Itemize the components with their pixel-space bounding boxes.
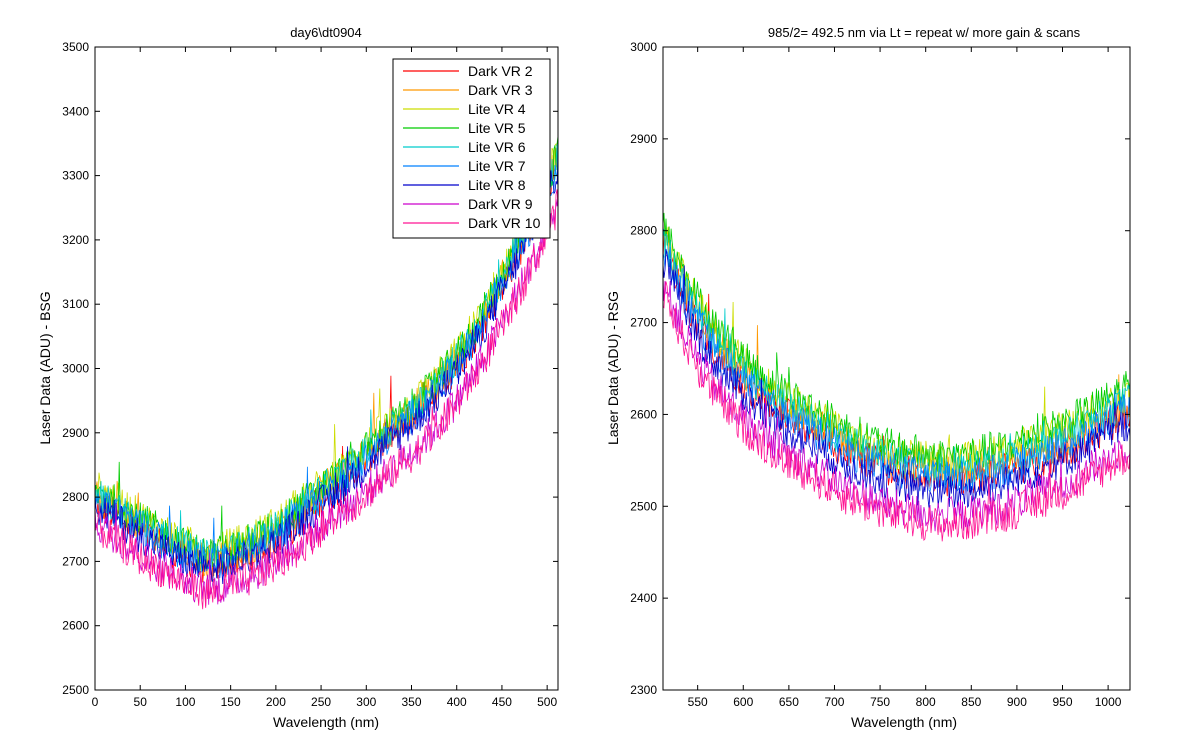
x-tick-label-right: 800	[916, 695, 936, 709]
x-axis-label-left: Wavelength (nm)	[273, 714, 379, 730]
x-tick-label-left: 100	[175, 695, 195, 709]
plots-layer: 0 50 100 150 200 250 300 350 400 450 500 2500 2600 27…	[62, 40, 1131, 709]
x-tick-label-left: 0	[92, 695, 99, 709]
y-tick-label-left: 2900	[62, 426, 89, 440]
y-tick-label-right: 2500	[630, 499, 657, 513]
x-tick-label-right: 650	[779, 695, 799, 709]
chart-right: 550 600 650 700 750 800 850 900 950 1000 2300 2400 2…	[630, 40, 1131, 709]
series-group-left	[95, 136, 558, 610]
y-tick-label-left: 3300	[62, 169, 89, 183]
y-axis-label-left: Laser Data (ADU) - BSG	[37, 291, 53, 444]
y-tick-label-right: 2700	[630, 316, 657, 330]
x-tick-label-right: 950	[1052, 695, 1072, 709]
plot-frame-right	[662, 46, 1131, 691]
x-tick-label-left: 500	[537, 695, 557, 709]
y-tick-label-left: 2600	[62, 619, 89, 633]
y-tick-label-left: 3400	[62, 104, 89, 118]
x-tick-label-right: 700	[824, 695, 844, 709]
y-tick-label-left: 3100	[62, 297, 89, 311]
chart-title-right: 985/2= 492.5 nm via Lt = repeat w/ more …	[768, 25, 1081, 40]
x-tick-label-left: 150	[221, 695, 241, 709]
legend-label-7: Lite VR 8	[468, 177, 526, 193]
y-tick-label-right: 2600	[630, 407, 657, 421]
series-line-right-7	[663, 248, 1130, 509]
y-tick-label-right: 2300	[630, 683, 657, 697]
x-tick-label-left: 50	[134, 695, 148, 709]
y-tick-label-left: 3500	[62, 40, 89, 54]
y-tick-label-left: 3200	[62, 233, 89, 247]
x-tick-label-left: 350	[401, 695, 421, 709]
y-tick-label-left: 2800	[62, 490, 89, 504]
y-tick-label-left: 2700	[62, 554, 89, 568]
legend-label-4: Lite VR 5	[468, 120, 526, 136]
y-tick-label-left: 3000	[62, 362, 89, 376]
series-line-right-9	[663, 281, 1130, 542]
series-line-right-6	[663, 247, 1130, 493]
series-line-right-4	[663, 212, 1130, 473]
x-tick-label-right: 550	[688, 695, 708, 709]
y-axis-label-right: Laser Data (ADU) - RSG	[605, 291, 621, 445]
x-tick-label-left: 250	[311, 695, 331, 709]
x-tick-label-right: 850	[961, 695, 981, 709]
series-line-left-5	[95, 144, 558, 575]
x-tick-label-right: 600	[733, 695, 753, 709]
series-line-left-8	[95, 195, 558, 607]
series-group-right	[663, 212, 1130, 542]
legend-box-left	[392, 58, 551, 239]
y-tick-label-right: 2400	[630, 591, 657, 605]
legend-label-8: Dark VR 9	[468, 196, 533, 212]
x-tick-label-right: 750	[870, 695, 890, 709]
x-tick-label-left: 450	[492, 695, 512, 709]
y-tick-label-right: 3000	[630, 40, 657, 54]
series-line-right-3	[663, 217, 1130, 478]
legend-label-6: Lite VR 7	[468, 158, 526, 174]
legend-label-2: Dark VR 3	[468, 82, 533, 98]
legend-label-3: Lite VR 4	[468, 101, 526, 117]
y-tick-label-left: 2500	[62, 683, 89, 697]
x-tick-label-right: 900	[1007, 695, 1027, 709]
x-tick-label-left: 200	[266, 695, 286, 709]
y-tick-label-right: 2800	[630, 224, 657, 238]
y-tick-label-right: 2900	[630, 132, 657, 146]
legend-label-5: Lite VR 6	[468, 139, 526, 155]
x-tick-label-left: 400	[447, 695, 467, 709]
chart-title-left: day6\dt0904	[290, 25, 362, 40]
chart-left: 0 50 100 150 200 250 300 350 400 450 500 2500 2600 27…	[62, 40, 559, 709]
x-axis-label-right: Wavelength (nm)	[851, 714, 957, 730]
x-tick-label-left: 300	[356, 695, 376, 709]
legend-label-1: Dark VR 2	[468, 63, 533, 79]
series-line-left-9	[95, 189, 558, 610]
legend-label-9: Dark VR 10	[468, 215, 541, 231]
legend-left: Dark VR 2 Dark VR 3 Lite VR 4 Lite VR 5 Lite…	[392, 58, 551, 239]
x-tick-label-right: 1000	[1095, 695, 1122, 709]
